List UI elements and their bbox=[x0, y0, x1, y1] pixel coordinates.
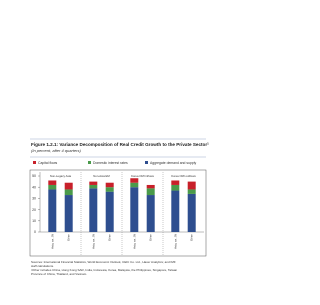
note: ¹Other includes China, Hong Kong SAR, In… bbox=[31, 268, 178, 276]
bar-segment bbox=[105, 191, 114, 232]
bar-segment bbox=[48, 180, 57, 185]
bar-segment bbox=[187, 181, 196, 190]
bar-segment bbox=[187, 189, 196, 194]
x-tick-label: Asia, ex. JN bbox=[50, 234, 54, 249]
y-tick-label: 30 bbox=[32, 197, 36, 201]
bar-segment bbox=[64, 189, 73, 196]
panel-label: Korea OMI outflows bbox=[171, 174, 196, 178]
y-tick-label: 20 bbox=[32, 208, 36, 212]
panel-label: Non-Asia EM bbox=[93, 174, 110, 178]
bar-segment bbox=[89, 184, 98, 189]
bar-segment bbox=[105, 182, 114, 188]
x-tick-label: Asia, ex. JN bbox=[91, 234, 95, 249]
page: Figure 1.2.1: Variance Decomposition of … bbox=[0, 0, 232, 300]
legend-swatch bbox=[33, 161, 36, 164]
legend-label: Capital flows bbox=[38, 161, 58, 165]
title-text: Figure 1.2.1: Variance Decomposition of … bbox=[31, 142, 207, 147]
plot-frame bbox=[29, 169, 207, 257]
bar-segment bbox=[187, 193, 196, 232]
bar-segment bbox=[146, 188, 155, 196]
bar-segment bbox=[171, 190, 180, 232]
bar-segment bbox=[89, 188, 98, 232]
note-line: staff calculations. bbox=[31, 264, 54, 268]
background bbox=[0, 0, 232, 300]
figure-subtitle: (In percent, after 4 quarters) bbox=[31, 148, 81, 153]
bar-segment bbox=[146, 184, 155, 189]
legend-label: Domestic interest rates bbox=[93, 161, 128, 165]
bar-segment bbox=[130, 182, 139, 188]
legend-swatch bbox=[88, 161, 91, 164]
bar-segment bbox=[48, 184, 57, 190]
bar-segment bbox=[146, 195, 155, 232]
title-note: 1 bbox=[207, 142, 209, 146]
bar-segment bbox=[64, 182, 73, 190]
bar-segment bbox=[89, 181, 98, 185]
bar-segment bbox=[130, 187, 139, 232]
x-tick-label: Other bbox=[108, 234, 112, 241]
note: Sources: International Financial Statist… bbox=[31, 260, 176, 268]
legend-swatch bbox=[145, 161, 148, 164]
panel-label: Korea OMI inflows bbox=[131, 174, 154, 178]
bar-segment bbox=[48, 189, 57, 232]
y-tick-label: 0 bbox=[34, 230, 36, 234]
x-tick-label: Asia, ex. JN bbox=[173, 234, 177, 249]
note-line: Sources: International Financial Statist… bbox=[31, 260, 176, 264]
note-line: ¹Other includes China, Hong Kong SAR, In… bbox=[31, 268, 178, 272]
y-tick-label: 40 bbox=[32, 185, 36, 189]
bar-segment bbox=[171, 184, 180, 191]
panel-label: Non-Legacy Asia bbox=[50, 174, 72, 178]
bar-segment bbox=[171, 180, 180, 185]
x-tick-label: Other bbox=[149, 234, 153, 241]
x-tick-label: Other bbox=[67, 234, 71, 241]
note-line: Province of China, Thailand, and Vietnam… bbox=[31, 272, 87, 276]
y-tick-label: 50 bbox=[32, 174, 36, 178]
figure-title: Figure 1.2.1: Variance Decomposition of … bbox=[31, 142, 209, 148]
x-tick-label: Asia, ex. JN bbox=[132, 234, 136, 249]
bar-segment bbox=[105, 187, 114, 192]
legend-label: Aggregate demand and supply bbox=[150, 161, 196, 165]
x-tick-label: Other bbox=[190, 234, 194, 241]
y-tick-label: 10 bbox=[32, 219, 36, 223]
bar-segment bbox=[64, 195, 73, 232]
bar-segment bbox=[130, 178, 139, 183]
